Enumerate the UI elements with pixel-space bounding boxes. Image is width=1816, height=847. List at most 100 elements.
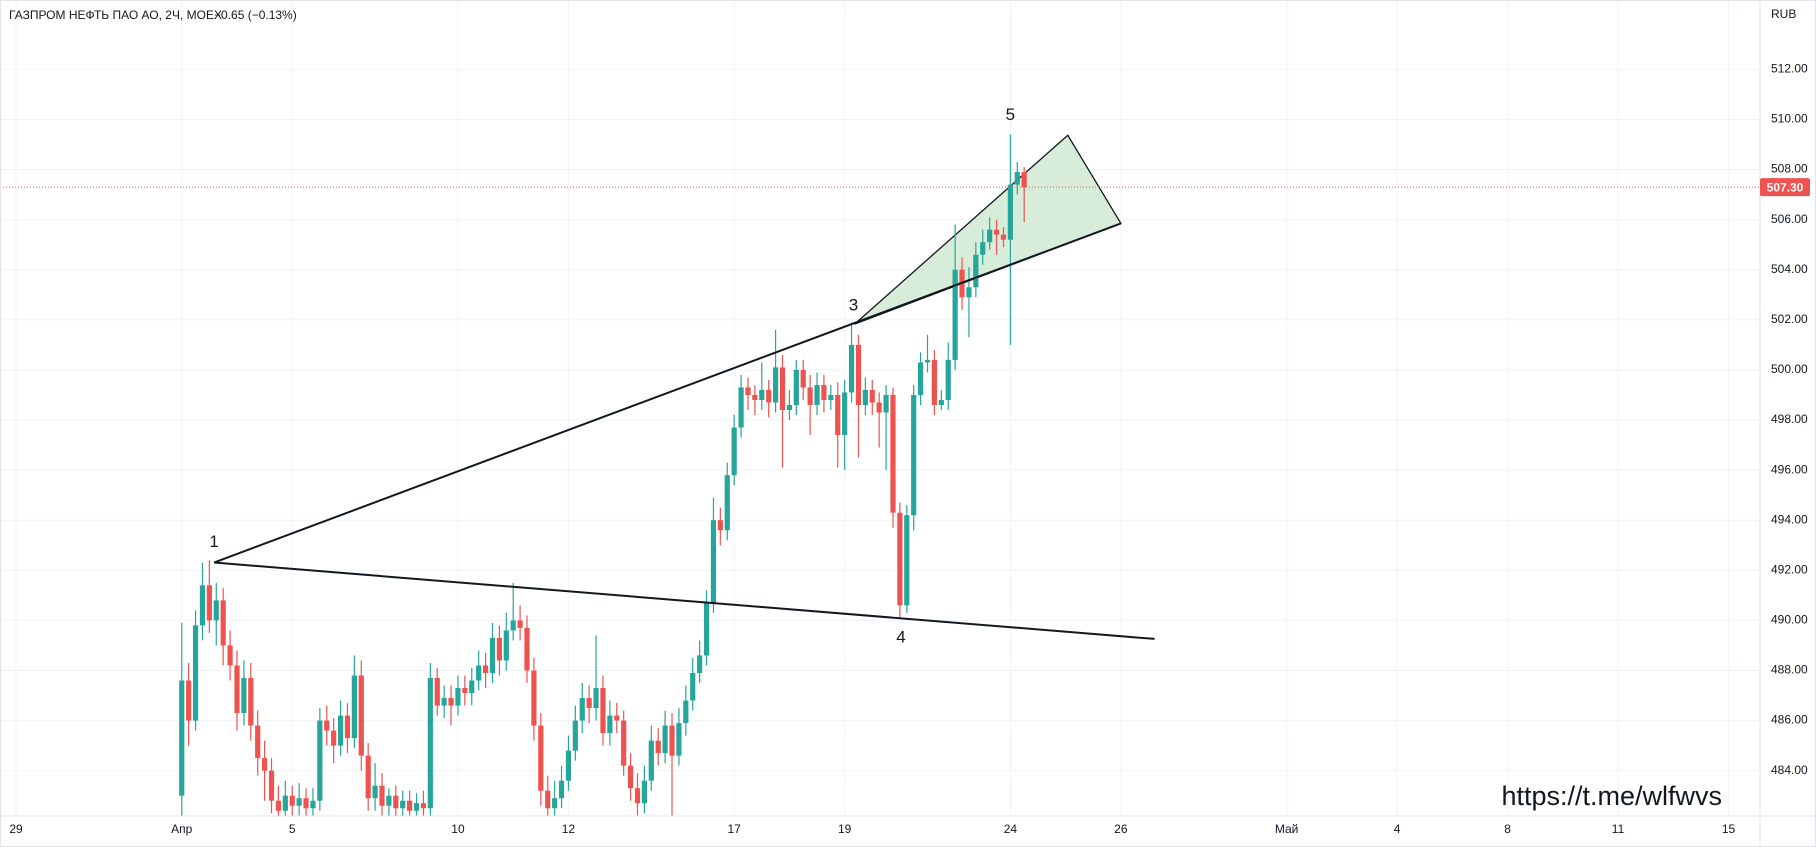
y-tick-label: 494.00 <box>1771 512 1808 526</box>
candle-body <box>779 367 786 411</box>
candle-body <box>669 725 675 756</box>
currency: RUB <box>1771 7 1796 21</box>
candle-body <box>545 790 551 809</box>
candle-body <box>724 475 730 531</box>
candle-body <box>911 394 917 516</box>
candle-body <box>655 740 661 754</box>
candle-body <box>938 399 944 405</box>
grid <box>0 0 1760 816</box>
candle-body <box>952 269 958 360</box>
watermark: https://t.me/wlfwvs <box>1501 781 1722 811</box>
candle-body <box>558 780 565 799</box>
trend-line <box>213 561 1155 640</box>
candle-body <box>987 229 993 243</box>
candle-body <box>482 665 489 673</box>
candle-body <box>1007 184 1013 240</box>
candle-body <box>793 369 799 405</box>
candle-body <box>448 698 454 706</box>
candle-body <box>814 384 820 405</box>
candle-body <box>310 800 316 809</box>
candle-body <box>234 665 240 714</box>
candle-body <box>179 680 185 796</box>
candle-body <box>786 404 793 411</box>
wave-label: 5 <box>1006 105 1015 124</box>
candle-body <box>186 680 192 721</box>
candle-body <box>248 677 254 726</box>
candle-body <box>420 803 427 809</box>
candle-body <box>862 389 868 405</box>
candle-body <box>227 645 233 666</box>
candle-body <box>1000 234 1007 240</box>
candle-body <box>593 688 599 709</box>
y-tick-label: 488.00 <box>1771 663 1808 677</box>
candle-body <box>489 637 496 673</box>
candle-body <box>648 740 654 781</box>
y-tick-label: 506.00 <box>1771 212 1808 226</box>
x-tick-label: 24 <box>1004 822 1018 836</box>
candle-body <box>275 800 282 811</box>
candle-body <box>807 387 813 405</box>
candle-body <box>924 359 931 363</box>
candle-body <box>752 394 758 400</box>
candle-body <box>586 698 592 709</box>
candle-body <box>890 394 896 513</box>
candle-body <box>572 720 578 751</box>
candle-body <box>255 725 261 759</box>
candle-body <box>413 803 420 811</box>
candle-body <box>517 620 523 628</box>
candle-body <box>337 715 344 746</box>
y-tick-label: 500.00 <box>1771 362 1808 376</box>
candle-body <box>627 765 634 789</box>
candle-body <box>641 780 647 804</box>
candle-body <box>800 369 806 388</box>
candle-body <box>828 394 834 400</box>
candle-body <box>441 698 447 706</box>
candle-body <box>344 715 351 739</box>
y-tick-label: 512.00 <box>1771 62 1808 76</box>
wave-label: 4 <box>896 627 905 646</box>
candle-body <box>883 394 889 413</box>
x-tick-label: 17 <box>727 822 741 836</box>
x-tick-label: 4 <box>1394 822 1401 836</box>
candle-body <box>772 367 779 403</box>
candle-body <box>869 389 875 403</box>
candle-body <box>897 512 903 606</box>
candle-body <box>835 394 841 436</box>
candle-body <box>324 720 330 731</box>
candle-body <box>662 725 668 754</box>
candle-body <box>821 384 827 400</box>
candle-body <box>282 795 288 811</box>
y-tick-label: 484.00 <box>1771 763 1808 777</box>
x-tick-label: 19 <box>838 822 852 836</box>
candle-body <box>192 625 199 721</box>
candle-body <box>607 715 613 734</box>
candle-body <box>993 229 1000 235</box>
candle-body <box>206 585 212 621</box>
candle-body <box>980 242 986 255</box>
candle-body <box>848 344 855 393</box>
candle-body <box>379 785 385 806</box>
y-tick-label: 498.00 <box>1771 412 1808 426</box>
y-tick-label: 496.00 <box>1771 462 1808 476</box>
candle-body <box>407 800 413 811</box>
candle-body <box>510 620 516 631</box>
y-tick-label: 502.00 <box>1771 312 1808 326</box>
candle-body <box>904 515 910 606</box>
x-tick-label: 26 <box>1114 822 1128 836</box>
x-tick-label: 10 <box>451 822 465 836</box>
candle-body <box>876 402 882 413</box>
candle-body <box>1014 172 1020 185</box>
y-tick-label: 486.00 <box>1771 713 1808 727</box>
candle-body <box>738 387 744 428</box>
x-tick-label: 15 <box>1722 822 1736 836</box>
candle-body <box>690 672 696 701</box>
y-tick-label: 508.00 <box>1771 162 1808 176</box>
candle-body <box>600 688 606 734</box>
candle-body <box>469 680 475 694</box>
candle-body <box>614 715 620 721</box>
candle-body <box>496 637 502 661</box>
candle-body <box>455 688 461 706</box>
